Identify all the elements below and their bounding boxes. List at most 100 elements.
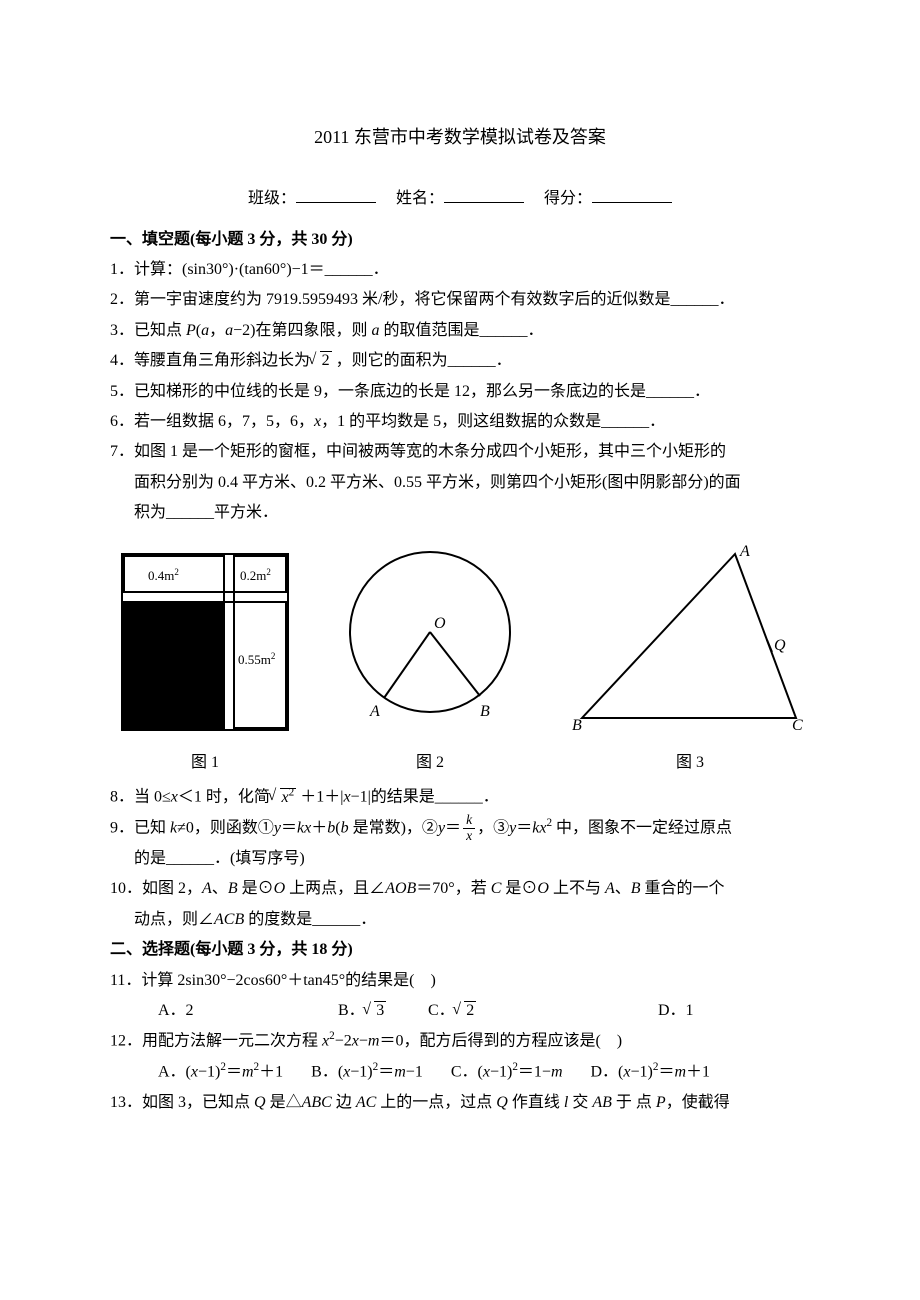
q10-k: 的度数是______． <box>244 911 376 928</box>
q9-f: 是常数)，② <box>349 819 438 836</box>
figure-2-caption: 图 2 <box>330 748 530 778</box>
svg-text:C: C <box>792 717 803 732</box>
q4-text-b: ，则它的面积为______． <box>336 352 512 369</box>
q12: 12．用配方法解一元二次方程 x2−2x−m＝0，配方后得到的方程应该是( ) <box>110 1026 810 1057</box>
q9-line2: 的是______．(填写序号) <box>110 844 810 874</box>
q10-d: 上两点，且∠ <box>285 880 385 897</box>
q6-text-a: 6．若一组数据 6，7，5，6， <box>110 413 314 430</box>
q9-c: ＝ <box>281 819 297 836</box>
q10: 10．如图 2，A、B 是⊙O 上两点，且∠AOB＝70°，若 C 是⊙O 上不… <box>110 874 810 904</box>
q9-j: 中，图象不一定经过原点 <box>552 819 732 836</box>
figure-3-caption: 图 3 <box>570 748 810 778</box>
q10-b: 、 <box>212 880 228 897</box>
q8-a: 8．当 0≤ <box>110 789 171 806</box>
q13-d: 上的一点，过点 <box>376 1094 496 1111</box>
q3: 3．已知点 P(a，a−2)在第四象限，则 a 的取值范围是______． <box>110 316 810 346</box>
q10-h: 、 <box>615 880 631 897</box>
q8-b: ＜1 时，化简 <box>178 789 270 806</box>
class-label: 班级： <box>248 190 296 207</box>
q12-b: −2 <box>335 1033 352 1050</box>
name-blank <box>444 187 524 203</box>
q4: 4．等腰直角三角形斜边长为2 ，则它的面积为______． <box>110 346 810 376</box>
q9-b: ≠0，则函数① <box>177 819 274 836</box>
q10-a: 10．如图 2， <box>110 880 202 897</box>
q10-j: 动点，则∠ <box>134 911 214 928</box>
svg-text:B: B <box>572 717 582 732</box>
q12-a: 12．用配方法解一元二次方程 <box>110 1033 322 1050</box>
svg-text:B: B <box>480 703 490 720</box>
name-label: 姓名： <box>396 190 444 207</box>
q13-c: 边 <box>332 1094 356 1111</box>
svg-text:O: O <box>434 615 446 632</box>
figure-1-caption: 图 1 <box>120 748 290 778</box>
q12-opt-a: A．(x−1)2＝m2＋1 <box>158 1057 283 1088</box>
figure-3: A B C Q 图 3 <box>570 542 810 778</box>
svg-text:0.55m2: 0.55m2 <box>238 651 275 667</box>
q7-line1: 7．如图 1 是一个矩形的窗框，中间被两等宽的木条分成四个小矩形，其中三个小矩形… <box>110 437 810 467</box>
q9-i: ＝ <box>516 819 532 836</box>
q12-opt-d: D．(x−1)2＝m＋1 <box>591 1057 711 1088</box>
figure-1: 0.4m2 0.2m2 0.55m2 图 1 <box>120 552 290 778</box>
q11-opt-a: A．2 <box>158 996 338 1026</box>
figure-3-svg: A B C Q <box>570 542 810 732</box>
q7-line3: 积为______平方米． <box>110 498 810 528</box>
section2-heading: 二、选择题(每小题 3 分，共 18 分) <box>110 935 810 965</box>
page-title: 2011 东营市中考数学模拟试卷及答案 <box>110 120 810 154</box>
q10-i: 重合的一个 <box>641 880 725 897</box>
q13-h: ，使截得 <box>666 1094 730 1111</box>
score-blank <box>592 187 672 203</box>
q11-opt-d: D．1 <box>658 996 694 1026</box>
q3-text-a: 3．已知点 <box>110 322 186 339</box>
class-blank <box>296 187 376 203</box>
figure-2: O A B 图 2 <box>330 542 530 778</box>
svg-text:Q: Q <box>774 637 786 654</box>
q6: 6．若一组数据 6，7，5，6，x，1 的平均数是 5，则这组数据的众数是___… <box>110 407 810 437</box>
q13: 13．如图 3，已知点 Q 是△ABC 边 AC 上的一点，过点 Q 作直线 l… <box>110 1088 810 1118</box>
q10-f: 是⊙ <box>501 880 537 897</box>
q13-b: 是△ <box>266 1094 302 1111</box>
q8: 8．当 0≤x＜1 时，化简x2 ＋1＋|x−1|的结果是______． <box>110 782 810 813</box>
q13-a: 13．如图 3，已知点 <box>110 1094 254 1111</box>
q7-line2: 面积分别为 0.4 平方米、0.2 平方米、0.55 平方米，则第四个小矩形(图… <box>110 468 810 498</box>
q3-text-e: 的取值范围是______． <box>380 322 544 339</box>
q8-d: −1|的结果是______． <box>351 789 499 806</box>
q13-e: 作直线 <box>508 1094 564 1111</box>
q5: 5．已知梯形的中位线的长是 9，一条底边的长是 12，那么另一条底边的长是___… <box>110 377 810 407</box>
q10-line2: 动点，则∠ACB 的度数是______． <box>110 905 810 935</box>
q12-c: − <box>359 1033 368 1050</box>
q8-c: ＋1＋| <box>300 789 343 806</box>
svg-text:0.2m2: 0.2m2 <box>240 567 271 583</box>
q11-options: A．2 B．3 C．2 D．1 <box>110 996 810 1026</box>
q12-opt-b: B．(x−1)2＝m−1 <box>311 1057 423 1088</box>
q11: 11．计算 2sin30°−2cos60°＋tan45°的结果是( ) <box>110 966 810 996</box>
q6-text-b: ，1 的平均数是 5，则这组数据的众数是______． <box>321 413 665 430</box>
q3-text-d: −2)在第四象限，则 <box>233 322 371 339</box>
q1: 1．计算：(sin30°)·(tan60°)−1＝______． <box>110 255 810 285</box>
score-label: 得分： <box>544 190 592 207</box>
q13-g: 于 点 <box>612 1094 656 1111</box>
q9-a: 9．已知 <box>110 819 170 836</box>
q9-g: ＝ <box>445 819 461 836</box>
q4-text-a: 4．等腰直角三角形斜边长为 <box>110 352 310 369</box>
svg-text:0.4m2: 0.4m2 <box>148 567 179 583</box>
q2: 2．第一宇宙速度约为 7919.5959493 米/秒，将它保留两个有效数字后的… <box>110 285 810 315</box>
q10-c: 是⊙ <box>238 880 274 897</box>
svg-text:A: A <box>739 543 750 560</box>
q12-options: A．(x−1)2＝m2＋1 B．(x−1)2＝m−1 C．(x−1)2＝1−m … <box>110 1057 810 1088</box>
figure-1-svg: 0.4m2 0.2m2 0.55m2 <box>120 552 290 732</box>
figure-2-svg: O A B <box>330 542 530 732</box>
q9-h: ，③ <box>477 819 509 836</box>
figures-row: 0.4m2 0.2m2 0.55m2 图 1 O A B <box>120 542 810 778</box>
q10-g: 上不与 <box>549 880 605 897</box>
q3-text-c: ， <box>209 322 225 339</box>
q11-opt-b: B．3 <box>338 996 428 1026</box>
section1-heading: 一、填空题(每小题 3 分，共 30 分) <box>110 225 810 255</box>
student-info-line: 班级： 姓名： 得分： <box>110 184 810 214</box>
q9-d: ＋ <box>311 819 327 836</box>
q12-opt-c: C．(x−1)2＝1−m <box>451 1057 563 1088</box>
q9: 9．已知 k≠0，则函数①y＝kx＋b(b 是常数)，②y＝kx，③y＝kx2 … <box>110 813 810 844</box>
q11-opt-c: C．2 <box>428 996 658 1026</box>
q10-e: ＝70°，若 <box>416 880 490 897</box>
svg-text:A: A <box>369 703 380 720</box>
q12-d: ＝0，配方后得到的方程应该是( ) <box>379 1033 622 1050</box>
